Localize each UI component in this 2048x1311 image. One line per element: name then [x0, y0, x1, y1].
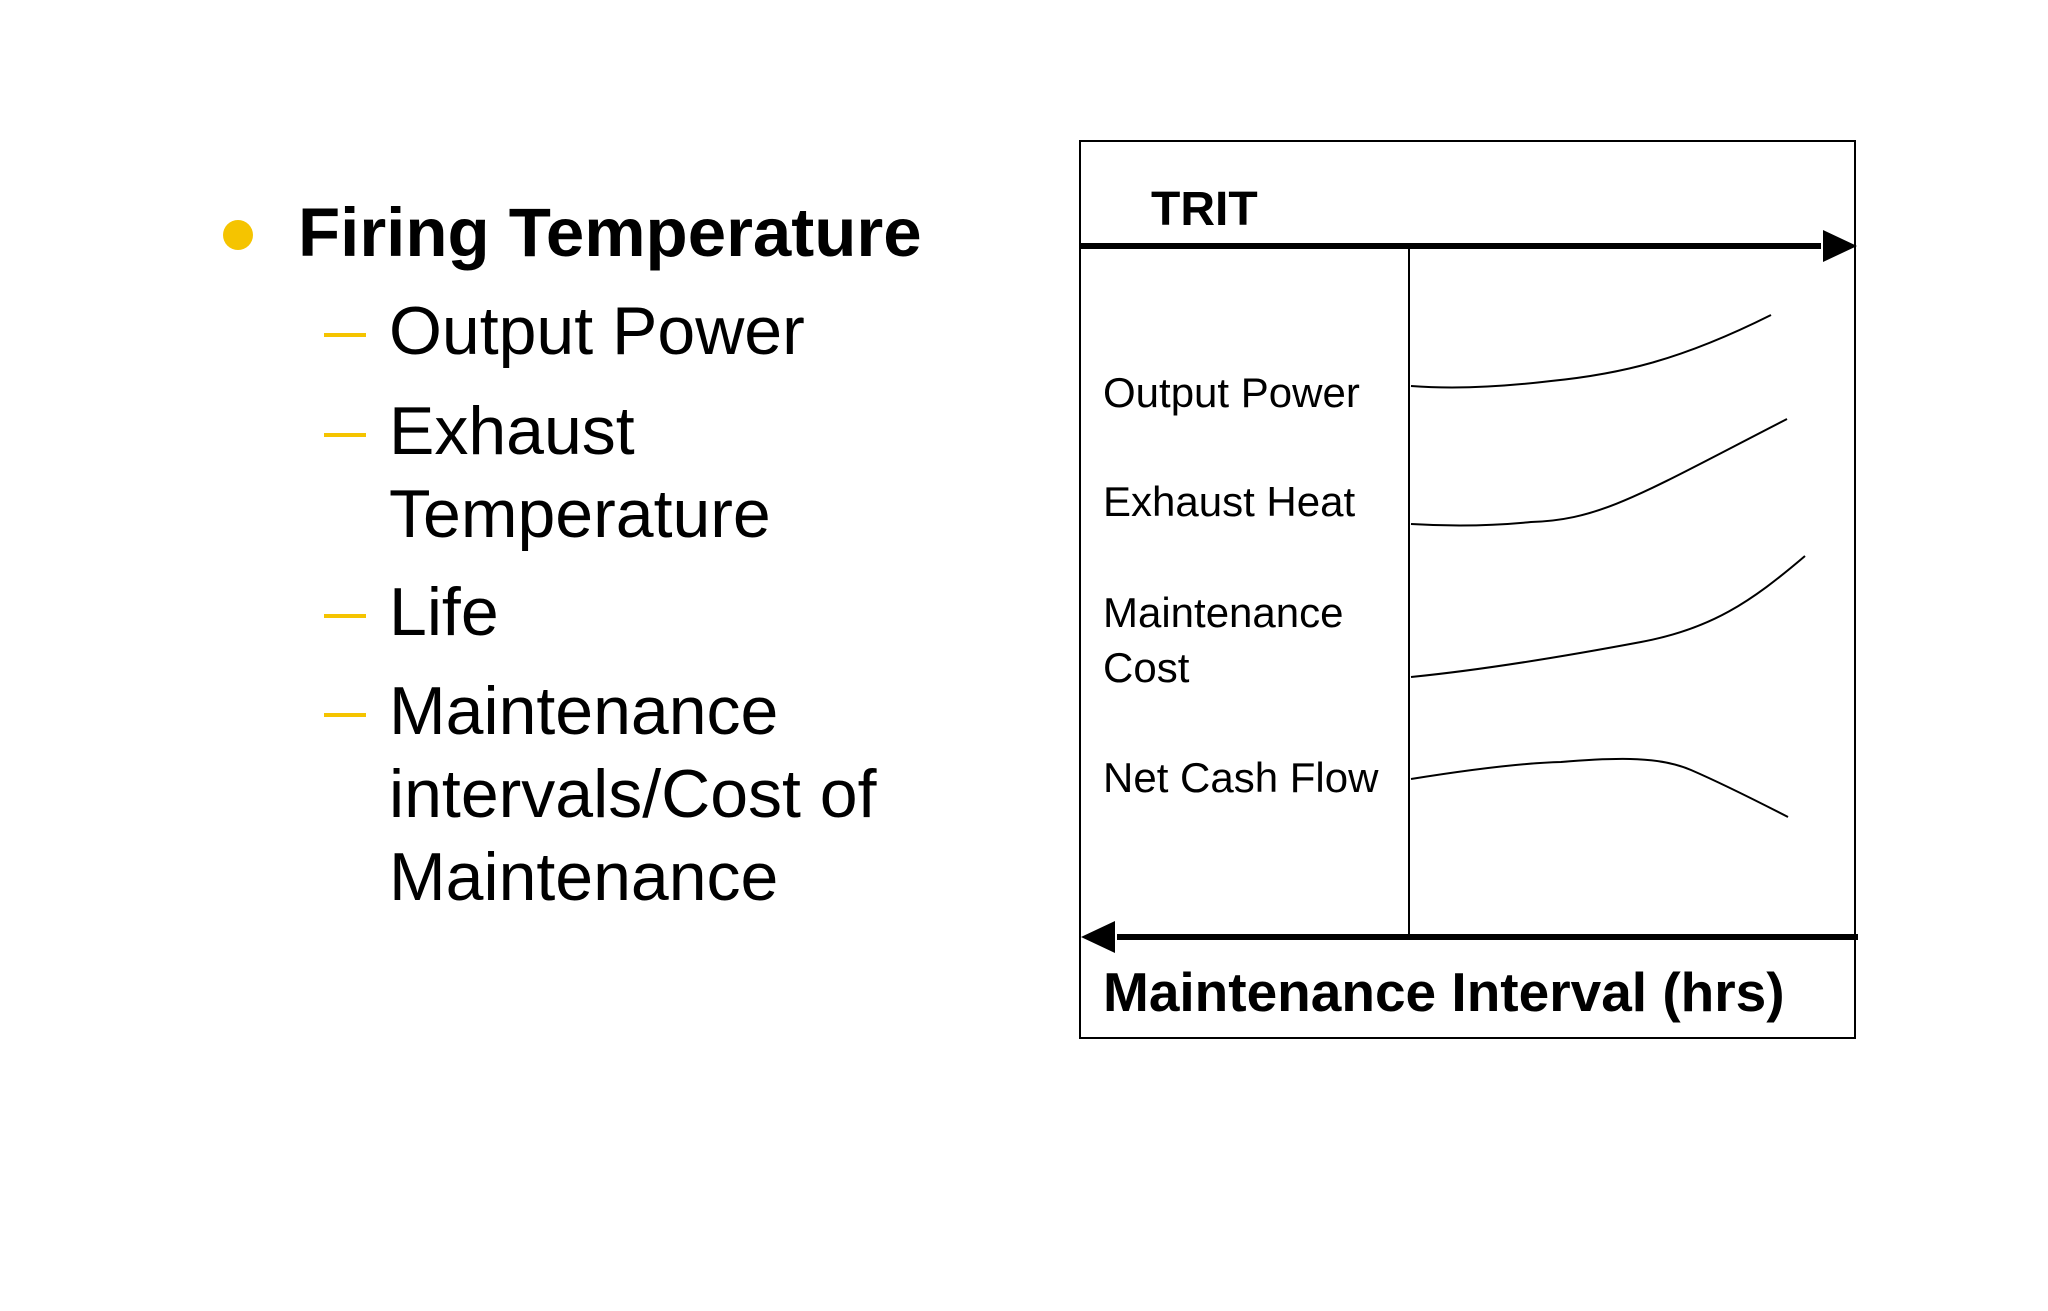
sub-bullet-text: Life: [389, 574, 499, 650]
row-label-output-power: Output Power: [1103, 369, 1360, 416]
row-label-maintenance-cost: Maintenance Cost: [1103, 589, 1344, 691]
exhaust-heat-curve: [1410, 418, 1788, 527]
sub-bullet-text: Output Power: [389, 293, 805, 369]
dash-icon: [324, 333, 366, 337]
output-power-curve: [1410, 314, 1772, 389]
maintenance-cost-curve: [1410, 555, 1806, 678]
bullet-dot-icon: [223, 220, 253, 250]
trit-label: TRIT: [1151, 183, 1258, 236]
dash-icon: [324, 433, 366, 437]
net-cash-flow-curve: [1410, 757, 1789, 818]
left-arrowhead-icon: [1081, 921, 1115, 953]
trit-maintenance-diagram: TRIT Output Power Exhaust Heat Maintenan…: [1079, 140, 1858, 1039]
row-label-exhaust-heat: Exhaust Heat: [1103, 478, 1356, 525]
sub-bullet-text: Maintenance intervals/Cost of Maintenanc…: [389, 673, 877, 915]
bullet-list: Firing Temperature Output Power Exhaust …: [0, 0, 1000, 1311]
maintenance-interval-label: Maintenance Interval (hrs): [1103, 961, 1785, 1023]
diagram-graphics: [1081, 230, 1858, 953]
main-bullet-text: Firing Temperature: [298, 194, 922, 271]
row-label-net-cash-flow: Net Cash Flow: [1103, 754, 1379, 801]
dash-icon: [324, 713, 366, 717]
right-arrowhead-icon: [1823, 230, 1857, 262]
sub-bullet-text: Exhaust Temperature: [389, 393, 771, 552]
dash-icon: [324, 614, 366, 618]
